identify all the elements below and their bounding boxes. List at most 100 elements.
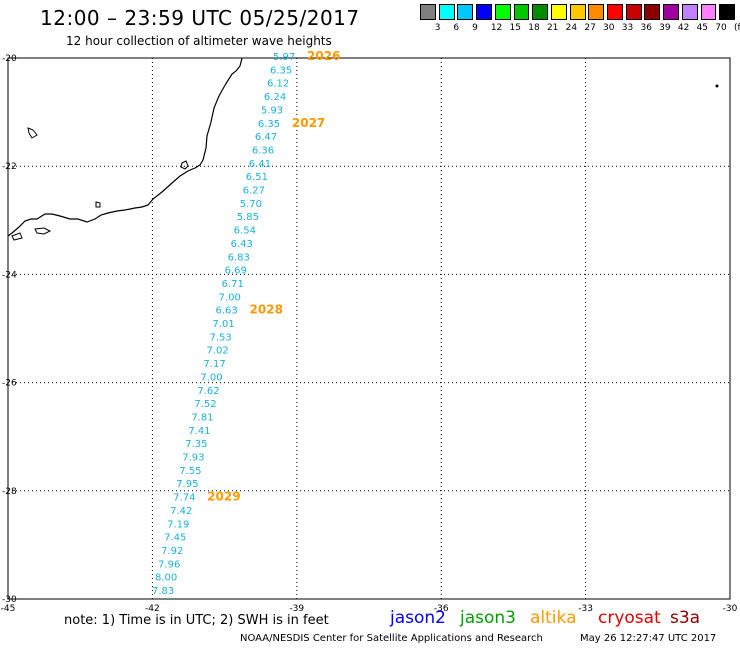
- legend-tick-label: 6: [453, 23, 460, 33]
- wave-height-value: 6.51: [246, 172, 268, 183]
- satellite-label-jason2: jason2: [390, 608, 446, 628]
- wave-height-value: 7.93: [182, 453, 204, 464]
- wave-height-value: 6.24: [264, 92, 286, 103]
- legend-swatch: [569, 4, 586, 20]
- wave-height-value: 7.42: [170, 506, 192, 517]
- wave-height-value: 7.96: [158, 559, 180, 570]
- latitude-label: -26: [2, 379, 17, 389]
- graticule: [8, 58, 730, 599]
- satellite-label-altika: altika: [530, 608, 577, 628]
- latitude-label: -24: [2, 270, 17, 280]
- legend-swatch: [513, 4, 530, 20]
- legend-tick-label: 33: [621, 23, 634, 33]
- legend-tick-label: 42: [677, 23, 690, 33]
- wave-height-value: 7.52: [194, 399, 216, 410]
- legend-swatch: [550, 4, 567, 20]
- wave-height-value: 7.02: [206, 346, 228, 357]
- wave-height-value: 5.85: [237, 212, 259, 223]
- altimeter-track: 5.97 6.35 6.12 6.24 5.93 6.35 6.47 6.36 6.41 6.51…: [152, 52, 295, 597]
- bay-outline: [34, 227, 52, 235]
- wave-height-value: 6.47: [255, 132, 277, 143]
- pass-time-label: 2029: [207, 490, 240, 504]
- satellite-label-jason3: jason3: [460, 608, 516, 628]
- legend-swatch: [588, 4, 605, 20]
- legend-swatch: [420, 4, 436, 20]
- wave-height-value: 7.41: [188, 426, 210, 437]
- longitude-label: -45: [1, 604, 16, 614]
- map-title: 12:00 – 23:59 UTC 05/25/2017: [40, 6, 360, 30]
- wave-height-value: 7.17: [203, 359, 225, 370]
- latitude-label: -30: [2, 595, 17, 605]
- latitude-label: -22: [2, 162, 17, 172]
- legend-tick-label: 27: [584, 23, 596, 33]
- legend-swatch: [532, 4, 549, 20]
- pass-time-label: 2028: [250, 303, 283, 317]
- legend-swatch: [625, 4, 642, 20]
- satellite-label-s3a: s3a: [670, 608, 701, 628]
- legend-swatch: [476, 4, 492, 20]
- legend-tick-label: (ft): [734, 23, 740, 33]
- brazil-coastline: [7, 57, 243, 237]
- legend-tick-label: 45: [696, 23, 709, 33]
- map-subtitle: 12 hour collection of altimeter wave hei…: [66, 34, 332, 48]
- legend-swatch: [438, 4, 455, 20]
- wave-height-value: 7.00: [200, 372, 222, 383]
- legend-swatch: [457, 4, 474, 20]
- legend-tick-label: 18: [528, 23, 540, 33]
- longitude-label: -42: [145, 604, 160, 614]
- map-frame: [7, 57, 731, 600]
- legend-tick-label: 24: [565, 23, 578, 33]
- wave-height-value: 7.45: [164, 533, 186, 544]
- wave-height-value: 7.81: [191, 412, 213, 423]
- legend-swatch: [663, 4, 680, 20]
- wave-height-value: 5.70: [240, 199, 262, 210]
- coastal-island: [95, 201, 101, 208]
- legend-tick-label: 3: [434, 23, 441, 33]
- wave-height-value: 7.95: [176, 479, 198, 490]
- lagoon-outline: [27, 127, 38, 139]
- wave-height-value: 8.00: [155, 573, 177, 584]
- legend-swatch: [644, 4, 661, 20]
- wave-height-value: 5.97: [273, 52, 295, 63]
- legend-swatch: [719, 4, 736, 20]
- longitude-label: -33: [578, 604, 593, 614]
- wave-height-value: 6.35: [258, 119, 280, 130]
- wave-height-value: 5.93: [261, 105, 283, 116]
- legend-swatch: [700, 4, 717, 20]
- wave-height-value: 7.35: [185, 439, 207, 450]
- legend-tick-label: 36: [640, 23, 652, 33]
- wave-height-value: 7.92: [161, 546, 183, 557]
- latitude-label: -20: [2, 54, 17, 64]
- wave-height-value: 6.54: [234, 226, 256, 237]
- axis-labels: -45 -42 -39 -36 -33 -30 -20 -22 -24 -26 -28 -30: [1, 54, 738, 614]
- satellite-label-cryosat: cryosat: [598, 608, 661, 628]
- longitude-label: -30: [723, 604, 738, 614]
- pass-time-label: 2026: [307, 49, 340, 63]
- longitude-label: -39: [289, 604, 304, 614]
- legend-tick-label: 39: [659, 23, 671, 33]
- wave-height-value: 6.27: [243, 186, 265, 197]
- coastal-island: [180, 160, 189, 170]
- pass-time-labels: 2026 2027 2028 2029: [207, 49, 340, 504]
- legend-swatch: [607, 4, 623, 20]
- legend-tick-label: 9: [472, 23, 478, 33]
- wave-height-value: 7.83: [152, 586, 174, 597]
- wave-height-value: 7.62: [197, 386, 219, 397]
- pass-time-label: 2027: [292, 116, 325, 130]
- wave-height-value: 6.63: [216, 306, 238, 317]
- legend-swatch: [494, 4, 511, 20]
- wave-height-value: 7.53: [209, 332, 231, 343]
- wave-height-value: 7.00: [219, 292, 241, 303]
- wave-height-value: 7.55: [179, 466, 201, 477]
- wave-height-value: 6.69: [225, 266, 247, 277]
- longitude-label: -36: [434, 604, 449, 614]
- wave-height-value: 6.43: [231, 239, 253, 250]
- generation-timestamp: May 26 12:27:47 UTC 2017: [580, 633, 717, 644]
- island-marker: [715, 84, 719, 88]
- legend-tick-label: 30: [603, 23, 615, 33]
- wave-height-value: 7.74: [173, 493, 195, 504]
- legend-tick-label: 15: [509, 23, 521, 33]
- legend-tick-label: 21: [546, 23, 559, 33]
